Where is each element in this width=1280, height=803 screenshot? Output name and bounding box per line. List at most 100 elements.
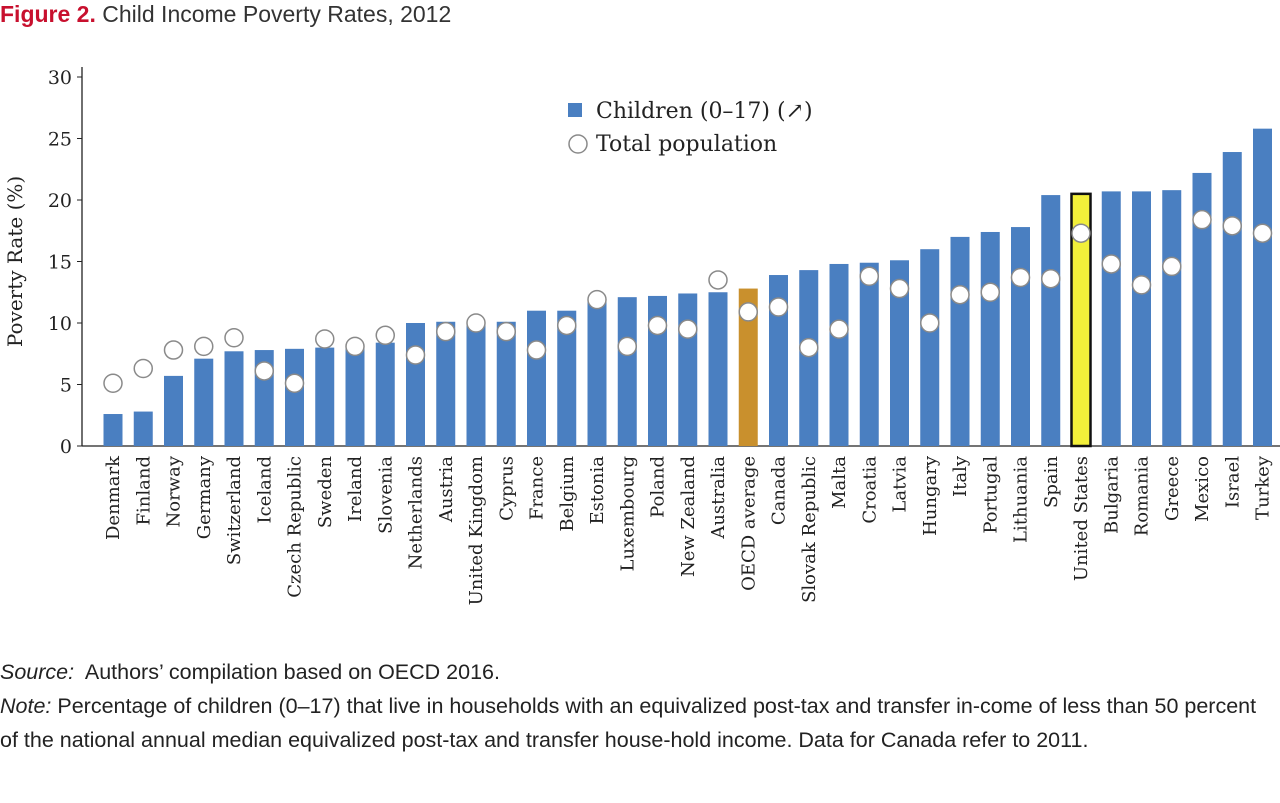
- x-tick-label: Finland: [133, 456, 154, 525]
- x-tick-label: New Zealand: [678, 456, 699, 577]
- x-tick-label: Bulgaria: [1101, 456, 1122, 534]
- x-tick-label: Slovak Republic: [799, 456, 820, 603]
- y-tick-label: 15: [48, 252, 72, 274]
- note-line: Note: Percentage of children (0–17) that…: [0, 689, 1276, 757]
- bar-slovak-republic: [799, 270, 819, 446]
- bar-mexico: [1192, 172, 1212, 446]
- bar-malta: [829, 263, 849, 446]
- x-tick-label: Belgium: [557, 456, 578, 532]
- marker-malta: [829, 319, 849, 339]
- figure-footer: Source: Authors’ compilation based on OE…: [0, 655, 1276, 757]
- bar-portugal: [980, 231, 1000, 446]
- bar-luxembourg: [617, 297, 637, 446]
- bar-cyprus: [496, 321, 516, 446]
- x-tick-label: Poland: [648, 456, 669, 518]
- x-tick-label: Israel: [1222, 456, 1243, 508]
- source-line: Source: Authors’ compilation based on OE…: [0, 655, 1276, 689]
- x-tick-label: Slovenia: [375, 456, 396, 534]
- marker-latvia: [889, 278, 910, 299]
- marker-romania: [1131, 275, 1152, 295]
- x-tick-label: United States: [1071, 456, 1092, 581]
- x-tick-label: Germany: [194, 455, 215, 539]
- marker-luxembourg: [617, 336, 637, 357]
- marker-austria: [436, 321, 456, 342]
- marker-netherlands: [405, 345, 426, 365]
- bar-czech-republic: [285, 348, 304, 446]
- marker-france: [526, 340, 547, 360]
- marker-bulgaria: [1101, 254, 1121, 274]
- marker-israel: [1222, 216, 1242, 236]
- source-text: Authors’ compilation based on OECD 2016.: [84, 660, 500, 684]
- x-tick-label: Italy: [950, 455, 971, 497]
- bar-italy: [950, 236, 970, 446]
- bar-romania: [1132, 191, 1151, 446]
- x-tick-label: Hungary: [920, 455, 941, 536]
- bar-canada: [769, 275, 788, 446]
- figure-title: Figure 2. Child Income Poverty Rates, 20…: [0, 0, 451, 28]
- marker-denmark: [103, 373, 123, 394]
- x-tick-label: Netherlands: [406, 456, 427, 569]
- marker-italy: [950, 284, 970, 305]
- note-label: Note:: [0, 694, 52, 718]
- legend-swatch-children: [568, 103, 582, 117]
- x-tick-label: Luxembourg: [617, 456, 638, 572]
- bar-new-zealand: [678, 293, 698, 446]
- bar-spain: [1041, 195, 1061, 446]
- bar-netherlands: [406, 323, 425, 446]
- bar-ireland: [345, 347, 365, 446]
- bar-chart: 0 5 10 15 20 25 30 Poverty Rate (%) Denmark Finla…: [3, 67, 1280, 605]
- bar-greece: [1162, 190, 1182, 446]
- y-axis-title: Poverty Rate (%): [3, 176, 27, 347]
- x-tick-label: Canada: [769, 456, 790, 525]
- y-tick-label: 10: [48, 313, 72, 335]
- bar-slovenia: [375, 342, 395, 446]
- marker-czech-republic: [284, 373, 305, 394]
- marker-canada: [768, 297, 789, 317]
- bar-lithuania: [1011, 227, 1030, 446]
- bar-united-kingdom: [466, 321, 486, 446]
- marker-portugal: [980, 282, 1000, 302]
- marker-spain: [1041, 268, 1061, 289]
- x-tick-label: Turkey: [1253, 455, 1274, 520]
- x-tick-label: Denmark: [103, 455, 124, 540]
- x-tick-label: Latvia: [890, 456, 911, 513]
- bar-turkey: [1253, 128, 1272, 446]
- y-tick-label: 25: [48, 129, 72, 151]
- bar-australia: [708, 292, 728, 446]
- marker-finland: [133, 358, 153, 379]
- marker-mexico: [1192, 209, 1212, 230]
- x-tick-label: Romania: [1132, 456, 1153, 537]
- marker-united-states: [1071, 223, 1091, 243]
- marker-hungary: [920, 313, 940, 333]
- bar-latvia: [890, 260, 909, 446]
- x-tick-label: France: [527, 456, 548, 520]
- marker-united-kingdom: [466, 313, 486, 333]
- marker-australia: [708, 270, 728, 290]
- marker-new-zealand: [678, 319, 698, 339]
- marker-germany: [194, 336, 214, 357]
- x-tick-label: Greece: [1162, 456, 1183, 521]
- x-tick-label: Spain: [1041, 456, 1062, 508]
- marker-croatia: [859, 266, 879, 287]
- y-tick-label: 0: [60, 436, 72, 458]
- marker-belgium: [557, 315, 577, 336]
- x-tick-label: Austria: [436, 456, 457, 523]
- bar-estonia: [587, 300, 607, 446]
- y-tick-label: 20: [48, 190, 72, 212]
- x-tick-label: Norway: [164, 455, 185, 527]
- y-tick-label: 30: [48, 67, 72, 89]
- x-tick-label: Croatia: [859, 456, 880, 524]
- y-tick-label: 5: [60, 375, 72, 397]
- x-tick-label: Ireland: [345, 456, 366, 522]
- bar-austria: [436, 321, 456, 446]
- x-tick-label: Estonia: [587, 456, 608, 525]
- marker-norway: [163, 340, 184, 360]
- bar-israel: [1222, 152, 1242, 446]
- marker-ireland: [345, 336, 365, 357]
- x-tick-label: Czech Republic: [285, 456, 306, 598]
- marker-slovenia: [375, 325, 395, 346]
- bar-belgium: [557, 310, 577, 446]
- legend-marker-total: [568, 134, 588, 154]
- bar-france: [527, 310, 546, 446]
- marker-lithuania: [1010, 267, 1031, 288]
